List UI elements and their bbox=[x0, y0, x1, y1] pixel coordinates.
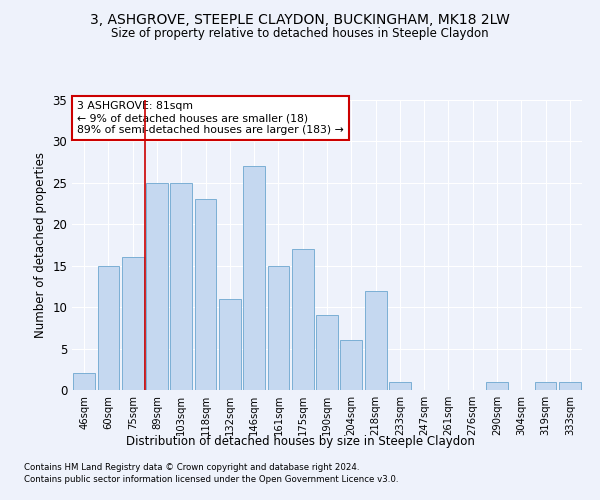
Bar bbox=[389, 382, 411, 390]
Text: Contains public sector information licensed under the Open Government Licence v3: Contains public sector information licen… bbox=[24, 475, 398, 484]
Bar bbox=[170, 183, 192, 390]
Bar bbox=[268, 266, 289, 390]
Bar bbox=[73, 374, 95, 390]
Bar bbox=[194, 200, 217, 390]
Bar bbox=[535, 382, 556, 390]
Text: Contains HM Land Registry data © Crown copyright and database right 2024.: Contains HM Land Registry data © Crown c… bbox=[24, 464, 359, 472]
Bar bbox=[486, 382, 508, 390]
Bar bbox=[219, 299, 241, 390]
Text: Size of property relative to detached houses in Steeple Claydon: Size of property relative to detached ho… bbox=[111, 28, 489, 40]
Bar bbox=[122, 258, 143, 390]
Text: 3, ASHGROVE, STEEPLE CLAYDON, BUCKINGHAM, MK18 2LW: 3, ASHGROVE, STEEPLE CLAYDON, BUCKINGHAM… bbox=[90, 12, 510, 26]
Text: Distribution of detached houses by size in Steeple Claydon: Distribution of detached houses by size … bbox=[125, 435, 475, 448]
Y-axis label: Number of detached properties: Number of detached properties bbox=[34, 152, 47, 338]
Bar bbox=[292, 249, 314, 390]
Bar bbox=[365, 290, 386, 390]
Bar bbox=[146, 183, 168, 390]
Bar bbox=[97, 266, 119, 390]
Bar bbox=[316, 316, 338, 390]
Bar bbox=[243, 166, 265, 390]
Bar bbox=[559, 382, 581, 390]
Bar bbox=[340, 340, 362, 390]
Text: 3 ASHGROVE: 81sqm
← 9% of detached houses are smaller (18)
89% of semi-detached : 3 ASHGROVE: 81sqm ← 9% of detached house… bbox=[77, 102, 344, 134]
